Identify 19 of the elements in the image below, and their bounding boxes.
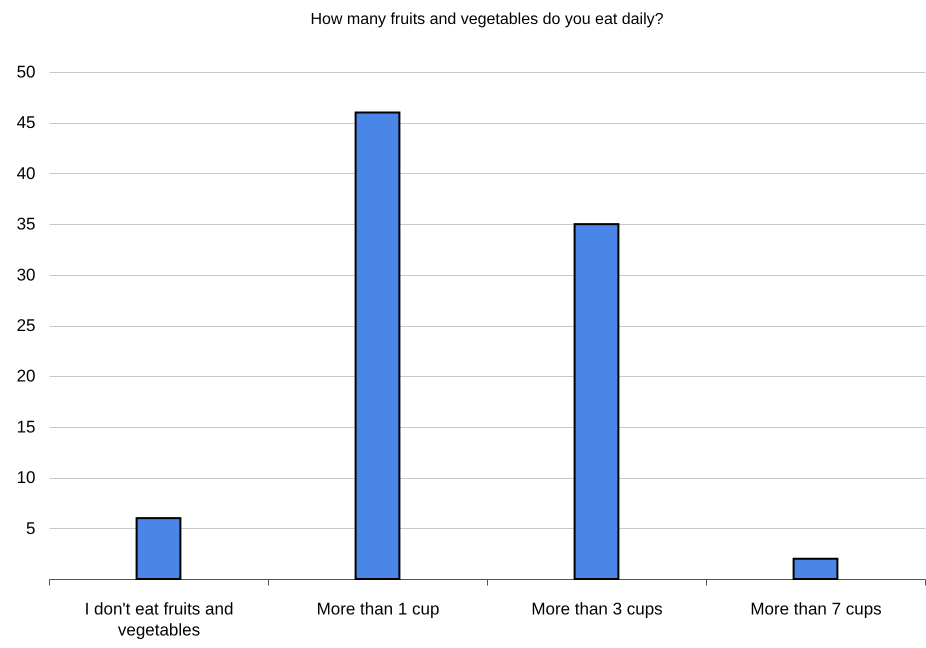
bar — [354, 112, 400, 580]
y-tick-label: 15 — [16, 417, 36, 436]
x-tick-label: More than 7 cups — [750, 600, 882, 618]
bar — [574, 223, 620, 580]
y-tick-label: 10 — [16, 468, 36, 488]
x-tick-label: I don't eat fruits and vegetables — [84, 600, 234, 640]
x-tick-label: More than 3 cups — [531, 600, 663, 618]
y-tick-label: 20 — [16, 366, 36, 386]
y-tick-label: 45 — [16, 113, 36, 132]
y-tick-label: 35 — [16, 214, 36, 234]
bar — [792, 558, 838, 580]
y-tick-label: 40 — [16, 164, 36, 183]
y-tick-label: 30 — [16, 265, 36, 284]
y-tick-label: 5 — [26, 518, 36, 538]
x-tick-label: More than 1 cup — [316, 600, 440, 618]
y-tick-label: 25 — [16, 316, 36, 335]
chart-title: How many fruits and vegetables do you eat daily? — [310, 11, 664, 28]
bar — [136, 517, 182, 580]
y-tick-label: 50 — [16, 62, 36, 82]
